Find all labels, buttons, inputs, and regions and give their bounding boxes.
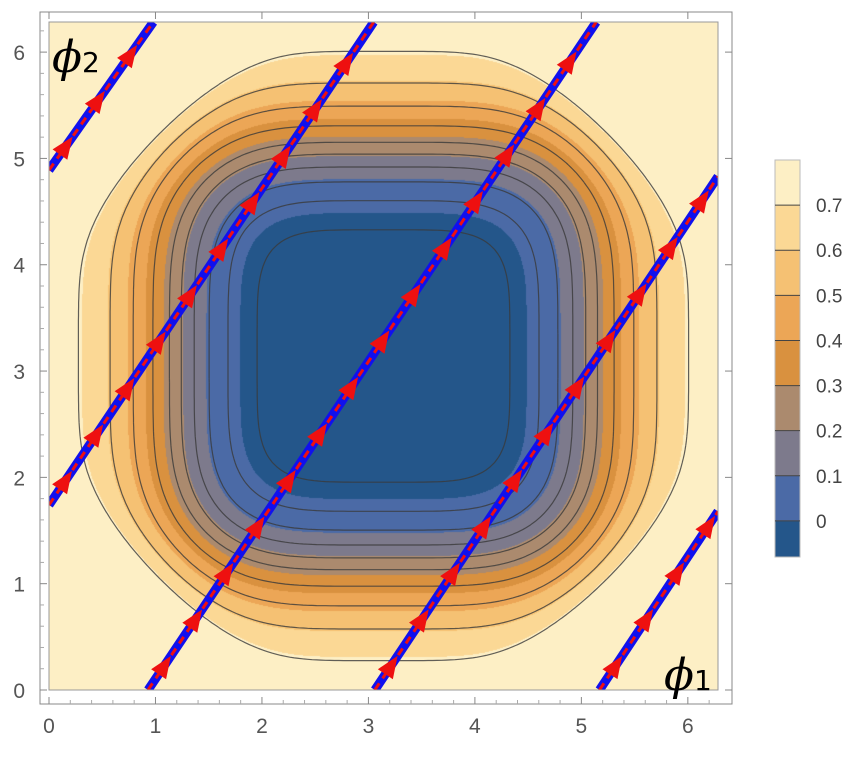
x-tick-label: 1	[150, 715, 162, 738]
contour-line-9	[77, 50, 690, 662]
flow-arrow	[502, 469, 523, 493]
x-tick-label: 0	[43, 715, 55, 738]
y-tick-label: 4	[13, 255, 25, 278]
contour-line-0	[256, 229, 511, 483]
flow-arrow	[145, 331, 166, 355]
x-tick-label: 3	[363, 715, 375, 738]
flow-arrow	[369, 330, 390, 354]
flow-arrow	[409, 609, 429, 633]
flow-arrow	[440, 562, 460, 587]
x-tick-label: 6	[682, 715, 694, 738]
flow-arrow	[602, 655, 623, 680]
colorbar-swatch	[775, 160, 800, 206]
colorbar-swatch	[775, 340, 800, 386]
flow-arrow	[177, 285, 197, 309]
flow-arrow	[213, 562, 234, 587]
flow-arrow	[564, 376, 585, 400]
colorbar-tick-label: 0.5	[816, 286, 842, 307]
flow-arrow	[525, 97, 546, 122]
colorbar-swatch	[775, 430, 800, 476]
flow-arrow	[83, 424, 104, 448]
flow-arrow	[556, 51, 577, 75]
colorbar-swatch	[775, 520, 800, 557]
flow-arrow	[114, 378, 135, 402]
flow-arrow	[52, 136, 73, 160]
flow-arrow	[275, 469, 296, 494]
flow-arrow	[471, 516, 491, 540]
colorbar-tick-label: 0.7	[816, 196, 842, 217]
y-tick-label: 1	[13, 574, 25, 597]
flow-arrow	[595, 329, 616, 354]
colorbar-swatch	[775, 250, 800, 296]
flow-line-0	[49, 22, 158, 173]
flow-arrow	[84, 90, 105, 114]
axis-ticks: 0 1 2 3 4 5 6 0 1 2 3 4 5 6	[13, 12, 732, 738]
flow-line-1	[49, 22, 378, 508]
colorbar-tick-label: 0.4	[816, 331, 843, 352]
colorbar-swatch	[775, 475, 800, 521]
colorbar: 0 0.1 0.2 0.3 0.4 0.5 0.6 0.7	[774, 159, 843, 558]
colorbar-swatch	[775, 385, 800, 431]
y-axis-symbol: ϕ2	[52, 32, 100, 83]
y-tick-label: 5	[13, 148, 25, 171]
contour-line-2	[208, 181, 559, 531]
contour-line-6	[152, 125, 615, 587]
flow-arrow	[494, 144, 515, 168]
colorbar-swatch	[775, 205, 800, 251]
colorbar-tick-label: 0.6	[816, 241, 842, 262]
flow-line-3	[371, 173, 718, 690]
flow-arrow	[695, 515, 716, 540]
colorbar-tick-label: 0.2	[816, 422, 842, 443]
flow-arrow	[377, 655, 398, 680]
flow-arrow	[633, 609, 654, 633]
x-tick-label: 2	[256, 715, 268, 738]
x-tick-label: 4	[469, 715, 481, 738]
colorbar-swatch	[775, 295, 800, 341]
flow-arrow	[338, 376, 359, 401]
flow-arrow	[270, 145, 291, 169]
flow-arrow	[307, 423, 327, 447]
plot-frame	[48, 21, 719, 691]
flow-arrow	[302, 99, 322, 123]
flow-arrow	[182, 609, 203, 633]
y-tick-label: 3	[13, 361, 25, 384]
flow-arrow	[208, 238, 229, 262]
y-tick-label: 2	[13, 467, 25, 490]
flow-arrow	[244, 516, 265, 540]
colorbar-frame	[774, 159, 801, 558]
y-tick-label: 6	[13, 42, 25, 65]
flow-arrow	[333, 52, 354, 77]
flow-arrow	[117, 45, 138, 69]
flow-arrow	[657, 236, 678, 261]
axes-frame	[39, 11, 733, 705]
colorbar-tick-label: 0.1	[816, 467, 842, 488]
flow-arrow	[689, 190, 709, 214]
flow-line-4	[595, 508, 718, 690]
flow-arrow	[664, 562, 685, 586]
flow-arrow	[400, 283, 421, 308]
flow-arrow	[151, 655, 171, 680]
flow-arrow	[239, 192, 260, 216]
colorbar-tick-label: 0	[816, 512, 827, 533]
colorbar-tick-label: 0.3	[816, 377, 842, 398]
flow-arrow	[626, 283, 647, 307]
flow-arrow	[52, 470, 72, 495]
flow-arrow	[533, 423, 554, 447]
y-tick-label: 0	[13, 680, 25, 703]
x-tick-label: 5	[576, 715, 588, 738]
flow-arrow	[463, 190, 483, 215]
flow-lines	[49, 22, 718, 690]
x-axis-symbol: ϕ1	[664, 650, 712, 701]
flow-arrow	[431, 237, 452, 261]
flow-line-2	[144, 22, 601, 690]
